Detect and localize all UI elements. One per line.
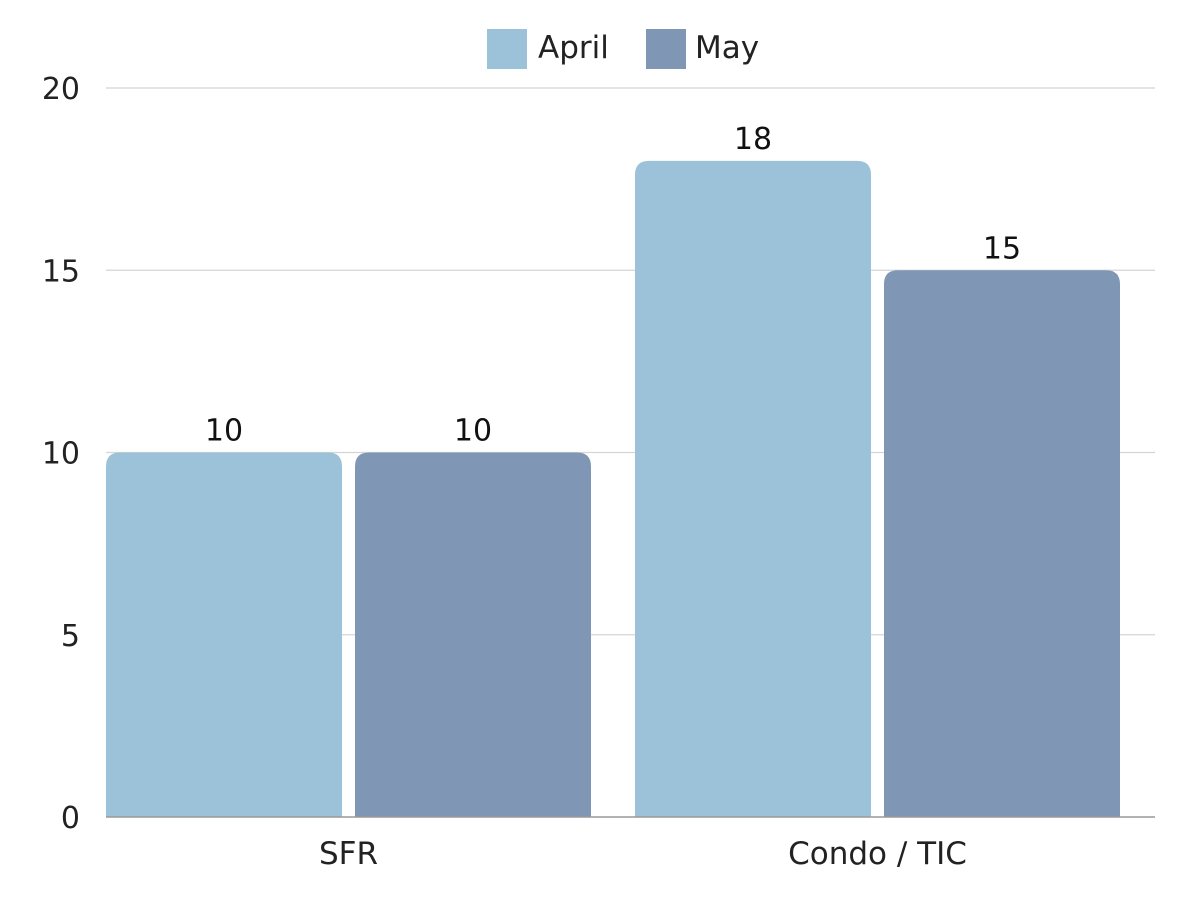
data-label: 10 xyxy=(205,414,243,449)
legend-label-april: April xyxy=(538,30,609,66)
data-label: 10 xyxy=(454,414,492,449)
y-tick-label: 20 xyxy=(42,72,80,107)
legend-label-may: May xyxy=(695,30,759,66)
x-axis: SFR Condo / TIC xyxy=(106,816,1155,872)
bar-may-1 xyxy=(355,452,591,817)
bar-april-1 xyxy=(106,452,342,817)
bar-april-2 xyxy=(635,160,871,817)
y-tick-label: 5 xyxy=(61,619,80,654)
data-label: 18 xyxy=(734,122,772,157)
data-labels: 10 10 18 15 xyxy=(205,122,1021,449)
legend: April May xyxy=(487,29,759,69)
y-tick-label: 15 xyxy=(42,254,80,289)
y-tick-label: 10 xyxy=(42,437,80,472)
y-tick-label: 0 xyxy=(61,801,80,836)
y-axis: 0 5 10 15 20 xyxy=(42,72,80,836)
x-category-label: SFR xyxy=(319,836,378,872)
legend-swatch-april xyxy=(487,29,527,69)
bars xyxy=(106,160,1120,817)
x-category-label: Condo / TIC xyxy=(788,836,967,872)
bar-may-2 xyxy=(884,270,1120,817)
data-label: 15 xyxy=(983,231,1021,266)
legend-swatch-may xyxy=(646,29,686,69)
